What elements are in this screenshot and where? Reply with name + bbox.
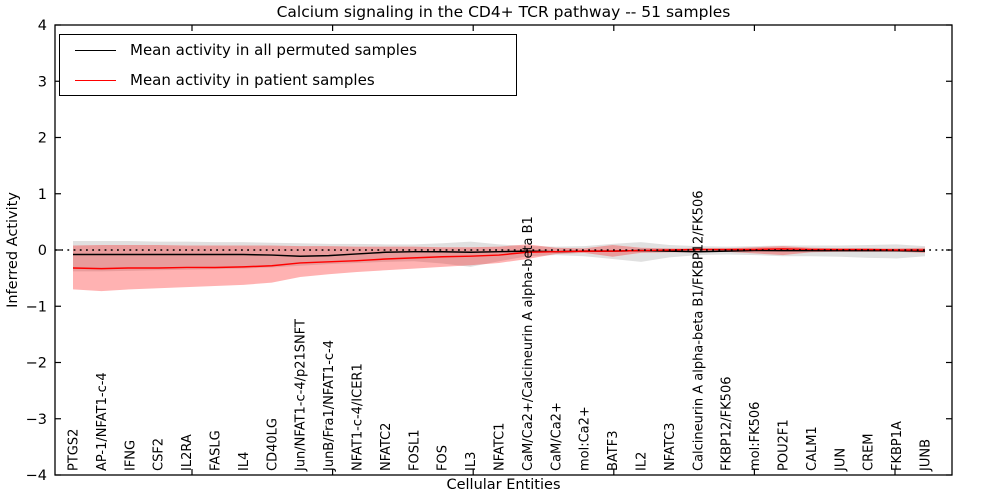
x-category-label: IL4	[237, 452, 252, 471]
x-category-label: IL2	[635, 452, 650, 471]
x-category-label: JUN	[833, 448, 848, 472]
legend-entry-permuted: Mean activity in all permuted samples	[75, 41, 516, 59]
y-tick-label: −3	[26, 412, 47, 428]
legend: Mean activity in all permuted samples Me…	[59, 34, 517, 96]
x-category-label: CaM/Ca2+/Calcineurin A alpha-beta B1	[521, 216, 536, 471]
x-category-label: CALM1	[805, 426, 820, 471]
legend-label-patient: Mean activity in patient samples	[130, 71, 375, 89]
x-category-label: FKBP12/FK506	[720, 377, 735, 472]
y-tick-label: 0	[38, 243, 47, 259]
x-category-label: POU2F1	[777, 419, 792, 471]
x-category-label: IL3	[464, 452, 479, 471]
x-category-label: IL2RA	[180, 434, 195, 471]
y-tick-label: −4	[26, 468, 47, 484]
permuted-mean-line	[73, 249, 926, 257]
x-category-label: mol:FK506	[748, 402, 763, 471]
x-category-label: CREM	[862, 433, 877, 471]
x-category-label: BATF3	[606, 431, 621, 472]
patient-mean-line	[72, 248, 925, 270]
x-category-label: FASLG	[209, 430, 224, 471]
x-axis-label: Cellular Entities	[446, 477, 561, 493]
x-category-label: FOS	[436, 445, 451, 471]
x-category-label: NFAT1-c-4/ICER1	[351, 363, 366, 471]
x-category-label: NFATC3	[663, 423, 678, 471]
x-category-label: PTGS2	[67, 429, 82, 471]
legend-label-permuted: Mean activity in all permuted samples	[130, 41, 417, 59]
x-category-label: JunB/Fra1/NFAT1-c-4	[322, 340, 337, 472]
y-tick-label: 3	[38, 74, 47, 90]
x-category-label: FKBP1A	[890, 421, 905, 471]
x-category-label: NFATC1	[493, 423, 508, 471]
y-tick-label: 2	[38, 131, 47, 147]
x-category-label: Calcineurin A alpha-beta B1/FKBP12/FK506	[691, 191, 706, 471]
x-category-label: CD40LG	[265, 418, 280, 471]
patient-line-swatch	[75, 79, 116, 81]
chart-title: Calcium signaling in the CD4+ TCR pathwa…	[276, 3, 731, 21]
y-tick-label: 1	[38, 187, 47, 203]
x-category-label: FOSL1	[407, 430, 422, 471]
x-category-label: mol:Ca2+	[578, 406, 593, 471]
x-category-label: CSF2	[152, 438, 167, 471]
x-category-label: AP-1/NFAT1-c-4	[95, 372, 110, 471]
y-axis-label: Inferred Activity	[5, 192, 21, 308]
y-tick-label: −1	[26, 299, 47, 315]
x-category-label: Jun/NFAT1-c-4/p21SNFT	[294, 319, 309, 472]
x-category-label: CaM/Ca2+	[549, 402, 564, 471]
legend-entry-patient: Mean activity in patient samples	[75, 71, 516, 89]
x-category-label: NFATC2	[379, 423, 394, 471]
x-category-label: IFNG	[123, 440, 138, 471]
x-category-label: JUNB	[919, 439, 934, 472]
permuted-line-swatch	[75, 49, 116, 51]
y-tick-label: −2	[26, 356, 47, 372]
y-tick-label: 4	[38, 18, 47, 34]
